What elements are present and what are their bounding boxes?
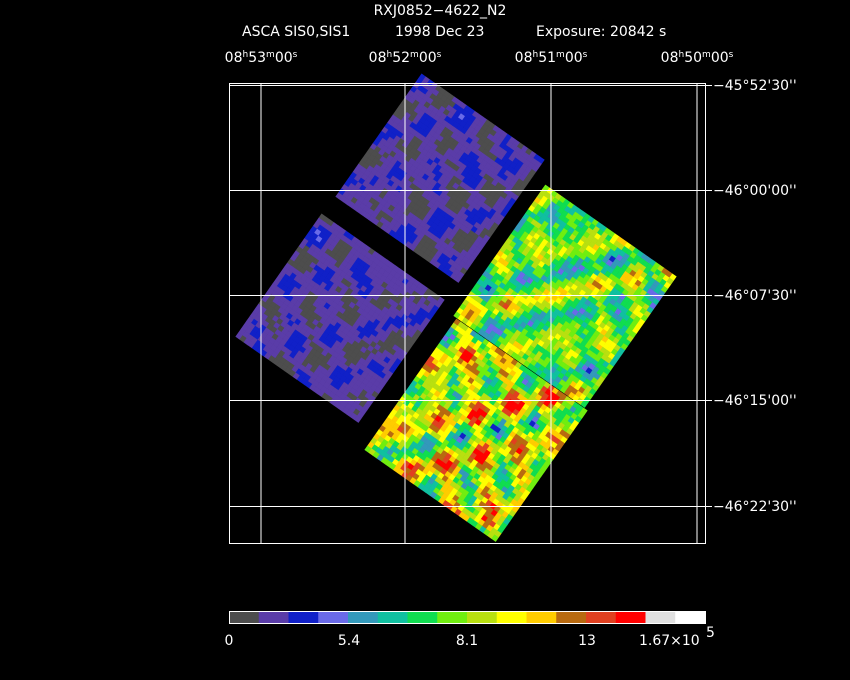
colorbar-swatch <box>496 611 527 623</box>
coordinate-grid: 08h53m00s 08h52m00s 08h51m00s 08h50m00s −45°… <box>225 50 797 544</box>
colorbar-swatch <box>407 611 438 623</box>
instrument: ASCA SIS0,SIS1 <box>242 24 350 40</box>
date: 1998 Dec 23 <box>395 24 484 40</box>
dec-label: −46°15'00'' <box>713 393 797 409</box>
dec-label: −46°22'30'' <box>713 499 797 515</box>
ra-label: 08h50m00s <box>661 50 734 66</box>
colorbar-swatch <box>586 611 617 623</box>
ra-label: 08h52m00s <box>369 50 442 66</box>
colorbar-swatch <box>377 611 408 623</box>
colorbar-swatch <box>467 611 498 623</box>
detector-chip <box>335 73 545 283</box>
title: RXJ0852−4622_N2 <box>374 3 507 19</box>
colorbar-label: 8.1 <box>456 633 478 649</box>
pixel <box>454 275 462 283</box>
ra-label: 08h53m00s <box>225 50 298 66</box>
colorbar-swatch <box>675 611 706 623</box>
colorbar-swatch <box>229 611 260 623</box>
colorbar-frame <box>229 611 706 624</box>
colorbar-label: 5.4 <box>338 633 360 649</box>
dec-label: −46°07'30'' <box>713 288 797 304</box>
detector-chip <box>364 318 588 542</box>
exposure: Exposure: 20842 s <box>536 24 666 40</box>
detector-chip <box>453 184 677 408</box>
colorbar-max-label: 1.67×10 <box>639 633 700 649</box>
dec-label: −45°52'30'' <box>713 78 797 94</box>
ra-label: 08h51m00s <box>515 50 588 66</box>
colorbar-label: 13 <box>578 633 596 649</box>
colorbar-swatch <box>645 611 676 623</box>
colorbar-swatch <box>288 611 319 623</box>
colorbar-max-exponent: 5 <box>706 625 715 641</box>
detector-chip <box>235 213 445 423</box>
colorbar-swatch <box>437 611 468 623</box>
pixel <box>354 415 362 423</box>
sky-image <box>235 73 677 542</box>
colorbar-swatch <box>526 611 557 623</box>
colorbar-label: 0 <box>225 633 234 649</box>
colorbar-swatch <box>348 611 379 623</box>
colorbar-swatch <box>258 611 289 623</box>
colorbar: 0 5.4 8.1 13 1.67×10 5 <box>225 611 715 649</box>
dec-label: −46°00'00'' <box>713 183 797 199</box>
colorbar-swatch <box>556 611 587 623</box>
colorbar-swatch <box>318 611 349 623</box>
plot-frame <box>229 83 706 544</box>
colorbar-swatch <box>615 611 646 623</box>
pixel <box>580 400 588 408</box>
pixel <box>491 534 499 542</box>
